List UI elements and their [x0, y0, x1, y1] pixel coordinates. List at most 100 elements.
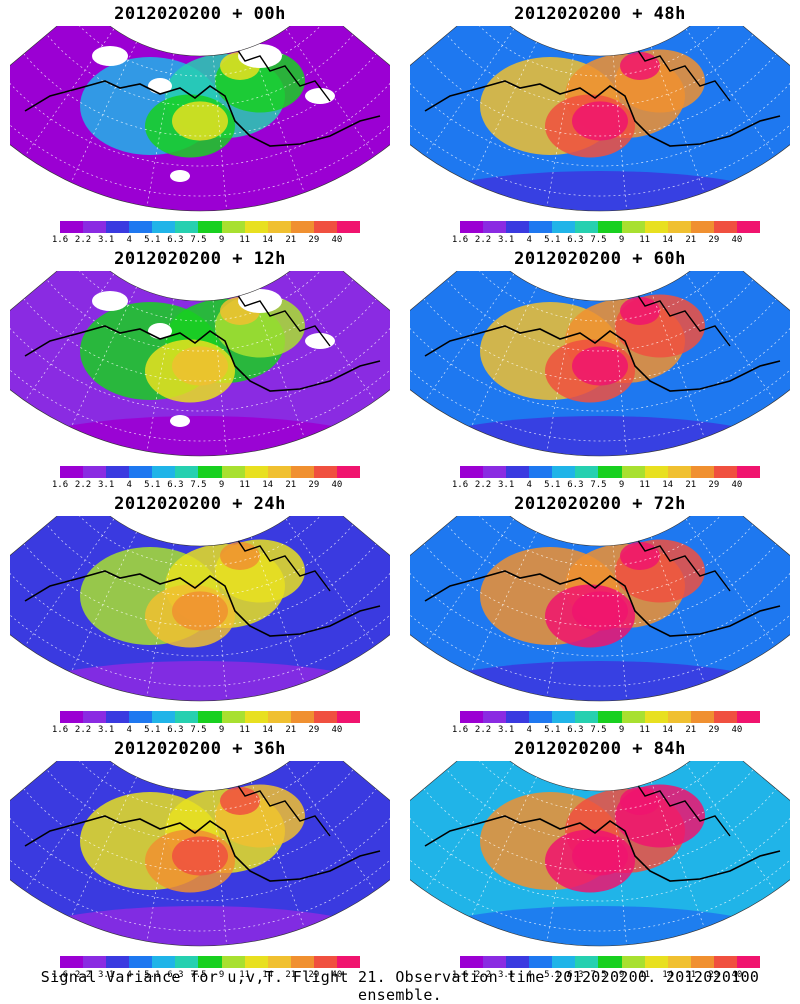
colorbar-tick-label: 9: [218, 970, 225, 980]
colorbar-swatch: [244, 466, 268, 478]
colorbar-tick-label: 14: [662, 480, 674, 490]
colorbar-swatch: [290, 466, 314, 478]
panel-title: 2012020200 + 36h: [114, 739, 286, 759]
colorbar-swatch: [83, 221, 107, 233]
map-projection: [10, 26, 390, 212]
colorbar-swatch: [483, 466, 507, 478]
colorbar-swatch: [460, 956, 484, 968]
colorbar-swatch: [221, 956, 245, 968]
colorbar-swatch: [106, 221, 130, 233]
colorbar-tick-label: 5.1: [544, 480, 561, 490]
colorbar: [60, 956, 361, 968]
colorbar-tick-label: 1.6: [51, 725, 69, 735]
colorbar-tick-label: 2.2: [74, 480, 92, 490]
colorbar-tick-label: 2.2: [474, 480, 492, 490]
colorbar-swatch: [736, 221, 761, 233]
map-panel: 2012020200 + 24h 1.6 2.2 3.1 4 5.1 6.3 7.5 9 11 14…: [0, 490, 400, 735]
colorbar-tick-label: 7.5: [590, 725, 607, 735]
colorbar-tick-label: 1.6: [451, 725, 469, 735]
colorbar-tick-label: 29: [308, 725, 320, 735]
colorbar-tick-label: 11: [639, 725, 651, 735]
colorbar-tick-label: 29: [308, 235, 320, 245]
colorbar-swatch: [198, 221, 222, 233]
colorbar-swatch: [106, 466, 130, 478]
colorbar-swatch: [221, 221, 245, 233]
colorbar-tick-label: 2.2: [474, 235, 492, 245]
colorbar-swatch: [244, 711, 268, 723]
colorbar-tick-label: 4: [526, 480, 532, 490]
coastline: [24, 815, 381, 882]
panel-title: 2012020200 + 24h: [114, 494, 286, 514]
colorbar-swatch: [575, 466, 599, 478]
panel-title: 2012020200 + 12h: [114, 249, 286, 269]
colorbar-tick-label: 9: [218, 480, 225, 490]
colorbar-tick-label: 40: [731, 970, 743, 980]
colorbar-tick-label: 11: [239, 970, 251, 980]
colorbar-tick-label: 4: [126, 480, 132, 490]
panel-title: 2012020200 + 48h: [514, 4, 686, 24]
colorbar-swatch: [221, 711, 245, 723]
colorbar-swatch: [736, 711, 761, 723]
colorbar-swatch: [460, 466, 484, 478]
colorbar-tick-label: 9: [618, 725, 625, 735]
colorbar-swatch: [267, 221, 291, 233]
map-panel: 2012020200 + 72h 1.6 2.2 3.1 4 5.1 6.3 7.5 9 11 14…: [400, 490, 800, 735]
colorbar-tick-label: 3.1: [98, 480, 115, 490]
colorbar-swatch: [267, 711, 291, 723]
colorbar-swatch: [313, 711, 337, 723]
colorbar-tick-label: 6.3: [167, 725, 184, 735]
colorbar-tick-label: 1.6: [451, 480, 469, 490]
colorbar-swatch: [598, 711, 622, 723]
colorbar-tick-label: 11: [639, 235, 651, 245]
colorbar-tick-label: 7.5: [190, 725, 207, 735]
colorbar-tick-label: 21: [285, 235, 297, 245]
map-panel: 2012020200 + 48h 1.6 2.2 3.1 4 5.1 6.3 7.5 9 11 14…: [400, 0, 800, 245]
colorbar-swatch: [313, 221, 337, 233]
colorbar-tick-label: 3.1: [498, 970, 515, 980]
colorbar-labels: 1.6 2.2 3.1 4 5.1 6.3 7.5 9 11 14 21 29 40: [52, 970, 360, 982]
colorbar-swatch: [83, 956, 107, 968]
colorbar-tick-label: 11: [639, 970, 651, 980]
colorbar-swatch: [667, 221, 691, 233]
colorbar-tick-label: 3.1: [98, 725, 115, 735]
colorbar-swatch: [244, 956, 268, 968]
colorbar-tick-label: 5.1: [544, 970, 561, 980]
colorbar-swatch: [175, 466, 199, 478]
colorbar-tick-label: 2.2: [74, 235, 92, 245]
colorbar: [460, 956, 761, 968]
colorbar-swatch: [736, 956, 761, 968]
colorbar-tick-label: 29: [308, 970, 320, 980]
colorbar-swatch: [690, 956, 714, 968]
colorbar-tick-label: 40: [331, 970, 343, 980]
coastline: [424, 80, 781, 147]
colorbar-swatch: [552, 956, 576, 968]
colorbar-labels: 1.6 2.2 3.1 4 5.1 6.3 7.5 9 11 14 21 29 40: [52, 480, 360, 492]
colorbar-swatch: [506, 711, 530, 723]
colorbar-tick-label: 1.6: [51, 970, 69, 980]
colorbar-tick-label: 5.1: [544, 725, 561, 735]
colorbar-swatch: [667, 711, 691, 723]
colorbar-swatch: [667, 466, 691, 478]
colorbar-labels: 1.6 2.2 3.1 4 5.1 6.3 7.5 9 11 14 21 29 40: [452, 725, 760, 737]
colorbar-tick-label: 40: [331, 480, 343, 490]
colorbar-swatch: [83, 711, 107, 723]
colorbar-tick-label: 2.2: [74, 725, 92, 735]
colorbar-tick-label: 4: [526, 235, 532, 245]
colorbar-swatch: [529, 221, 553, 233]
panel-title: 2012020200 + 72h: [514, 494, 686, 514]
map-projection: [410, 516, 790, 702]
colorbar-tick-label: 14: [662, 970, 674, 980]
colorbar-tick-label: 3.1: [98, 235, 115, 245]
colorbar-tick-label: 5.1: [544, 235, 561, 245]
map-projection: [10, 271, 390, 457]
colorbar-swatch: [690, 711, 714, 723]
colorbar-swatch: [713, 466, 737, 478]
colorbar-swatch: [83, 466, 107, 478]
colorbar-tick-label: 5.1: [144, 970, 161, 980]
coastline: [424, 815, 781, 882]
colorbar-tick-label: 9: [618, 970, 625, 980]
colorbar-swatch: [106, 711, 130, 723]
colorbar-swatch: [60, 221, 84, 233]
colorbar-swatch: [175, 711, 199, 723]
colorbar-tick-label: 40: [731, 235, 743, 245]
